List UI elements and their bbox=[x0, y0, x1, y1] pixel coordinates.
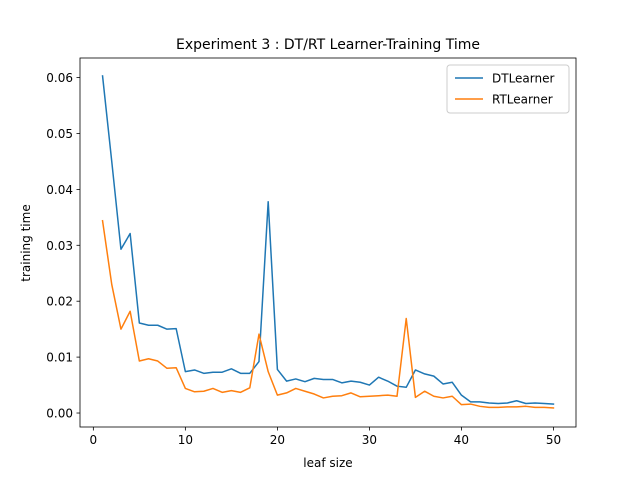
series-layer bbox=[101, 75, 555, 409]
chart-title: Experiment 3 : DT/RT Learner-Training Ti… bbox=[176, 37, 480, 53]
series-line-dtlearner bbox=[101, 75, 555, 405]
y-tick-label: 0.01 bbox=[46, 351, 73, 365]
legend-label-rtlearner: RTLearner bbox=[492, 93, 553, 107]
x-tick-label: 20 bbox=[270, 433, 285, 447]
legend-box bbox=[446, 64, 570, 114]
x-tick-label: 0 bbox=[90, 433, 98, 447]
x-tick-label: 50 bbox=[546, 433, 561, 447]
axes-frame bbox=[79, 57, 577, 428]
x-tick-label: 30 bbox=[362, 433, 377, 447]
axes-layer: 0 10 20 30 40 50 0.00 0.01 0.02 0.03 0.04 0.05 0.06 bbox=[46, 57, 577, 447]
y-tick-label: 0.00 bbox=[46, 407, 73, 421]
x-axis-label: leaf size bbox=[303, 456, 352, 470]
y-tick-label: 0.03 bbox=[46, 239, 73, 253]
y-tick-label: 0.06 bbox=[46, 71, 73, 85]
x-tick-label: 40 bbox=[454, 433, 469, 447]
y-tick-label: 0.02 bbox=[46, 295, 73, 309]
series-line-rtlearner bbox=[101, 219, 555, 409]
y-tick-label: 0.05 bbox=[46, 127, 73, 141]
x-tick-label: 10 bbox=[178, 433, 193, 447]
legend: DTLearner RTLearner bbox=[446, 64, 570, 114]
y-axis-label: training time bbox=[19, 204, 33, 281]
legend-label-dtlearner: DTLearner bbox=[492, 72, 554, 86]
y-tick-label: 0.04 bbox=[46, 183, 73, 197]
